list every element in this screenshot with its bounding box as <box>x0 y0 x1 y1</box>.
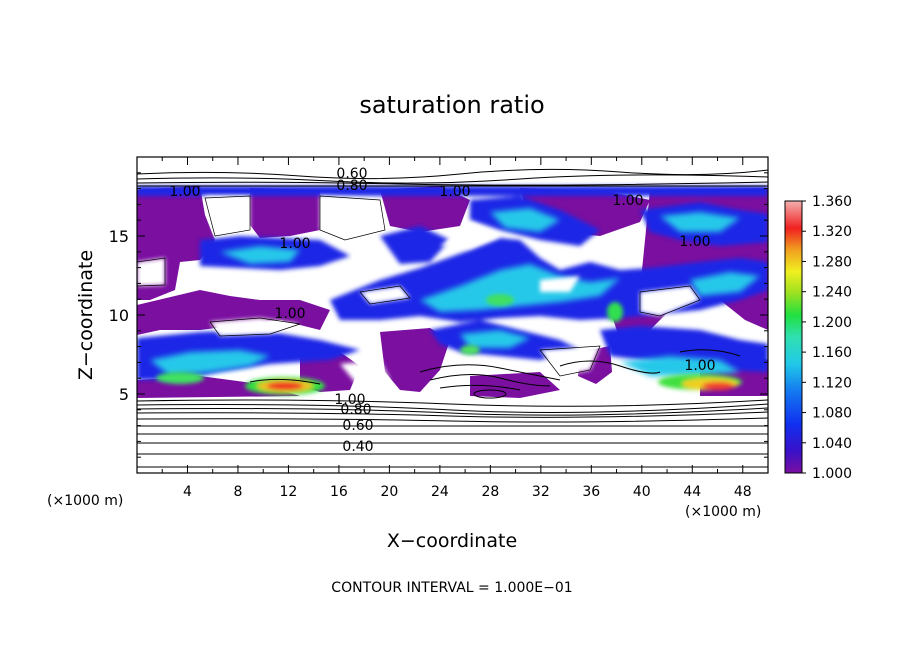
contour-label: 0.40 <box>342 439 373 455</box>
contour-labels: 0.600.801.00 1.001.001.00 1.001.001.001.00… <box>169 166 715 455</box>
contour-label: 0.60 <box>336 166 367 182</box>
contour-label: 1.00 <box>679 234 710 250</box>
x-tick-label: 36 <box>582 484 600 500</box>
x-axis-label: X−coordinate <box>387 530 517 552</box>
colorbar-label: 1.200 <box>812 315 852 331</box>
contour-label: 0.80 <box>340 402 371 418</box>
y-tick-label: 15 <box>109 227 129 246</box>
colorbar-label: 1.120 <box>812 375 852 391</box>
x-unit-left: (×1000 m) <box>47 493 123 509</box>
colorbar <box>784 200 803 474</box>
x-tick-label: 8 <box>233 484 242 500</box>
x-tick-label: 16 <box>330 484 348 500</box>
contour-label: 1.00 <box>274 306 305 322</box>
contour-label: 1.00 <box>684 358 715 374</box>
contour-label: 1.00 <box>279 236 310 252</box>
y-tick-label: 10 <box>109 306 129 325</box>
y-axis-label: Z−coordinate <box>75 250 97 380</box>
y-tick-label: 5 <box>119 385 129 404</box>
contour-interval-note: CONTOUR INTERVAL = 1.000E−01 <box>331 580 572 596</box>
x-unit-right: (×1000 m) <box>685 504 761 520</box>
x-axis: 4 8 12 16 20 24 28 32 36 40 44 48 <box>161 157 752 500</box>
colorbar-label: 1.360 <box>812 194 852 210</box>
x-tick-label: 4 <box>183 484 192 500</box>
contour-label: 1.00 <box>612 193 643 209</box>
colorbar-labels: 1.360 1.320 1.280 1.240 1.200 1.160 1.120 1.080… <box>802 194 852 482</box>
contour-label: 0.60 <box>342 418 373 434</box>
x-tick-label: 32 <box>532 484 550 500</box>
contour-label: 1.00 <box>439 184 470 200</box>
colorbar-label: 1.280 <box>812 254 852 270</box>
colorbar-label: 1.000 <box>812 466 852 482</box>
contour-label: 0.80 <box>336 178 367 194</box>
colorbar-label: 1.240 <box>812 285 852 301</box>
x-tick-label: 28 <box>481 484 499 500</box>
colorbar-label: 1.160 <box>812 345 852 361</box>
chart-title: saturation ratio <box>359 91 544 119</box>
x-tick-label: 20 <box>380 484 398 500</box>
x-tick-label: 40 <box>633 484 651 500</box>
contour-label: 1.00 <box>334 392 365 408</box>
heatmap-field <box>137 157 768 473</box>
x-tick-label: 48 <box>734 484 752 500</box>
x-tick-label: 44 <box>683 484 701 500</box>
x-tick-label: 24 <box>431 484 449 500</box>
colorbar-label: 1.320 <box>812 224 852 240</box>
y-axis: 5 10 15 <box>109 172 768 458</box>
x-tick-label: 12 <box>280 484 298 500</box>
colorbar-label: 1.080 <box>812 406 852 422</box>
colorbar-label: 1.040 <box>812 436 852 452</box>
contour-label: 1.00 <box>169 184 200 200</box>
